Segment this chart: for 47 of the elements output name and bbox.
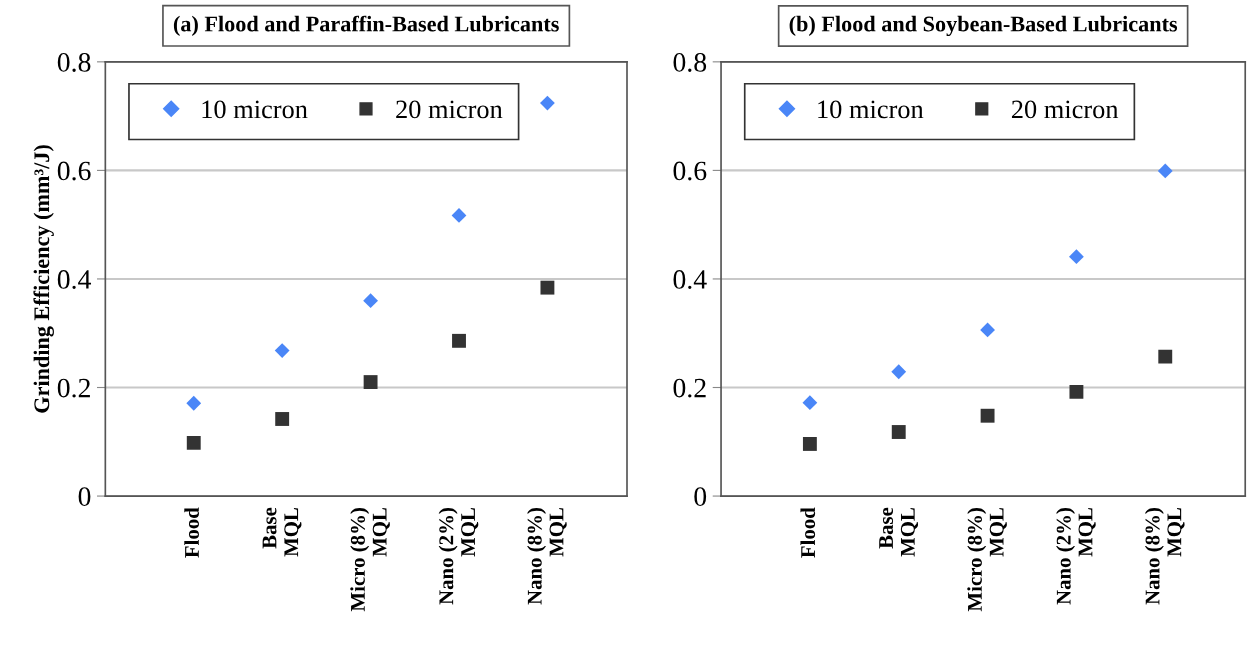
point xyxy=(891,364,907,380)
point xyxy=(802,395,818,411)
point xyxy=(980,322,995,338)
point xyxy=(363,293,378,309)
point xyxy=(1157,163,1173,179)
point xyxy=(1069,384,1084,399)
y-tick-label: 0 xyxy=(694,487,707,506)
point xyxy=(186,435,201,450)
legend-label: 20 micron xyxy=(396,100,503,119)
x-tick-label: Nano (2%) MQL xyxy=(438,508,479,605)
chart-title: (b) Flood and Soybean-Based Lubricants xyxy=(789,15,1178,37)
point xyxy=(802,437,817,451)
point xyxy=(452,333,466,348)
x-tick-label: Micro (8%) MQL xyxy=(350,508,390,612)
point xyxy=(891,425,906,439)
point xyxy=(186,395,202,411)
legend-label: 10 micron xyxy=(202,100,308,119)
y-tick-label: 0.2 xyxy=(673,378,706,398)
legend-label: 10 micron xyxy=(818,100,924,119)
y-tick-label: 0.8 xyxy=(673,53,707,72)
x-tick-label: Base MQL xyxy=(262,507,302,557)
y-tick-label: 0.4 xyxy=(673,270,707,289)
y-tick-label: 0.8 xyxy=(57,53,91,72)
y-tick-label: 0 xyxy=(78,487,91,506)
point xyxy=(980,408,995,423)
point xyxy=(451,208,467,223)
x-tick-label: Micro (8%) MQL xyxy=(967,508,1007,612)
chart-title: (a) Flood and Paraffin-Based Lubricants xyxy=(173,15,559,37)
point xyxy=(363,375,378,390)
point xyxy=(540,95,555,111)
y-tick-label: 0.6 xyxy=(57,161,91,181)
point xyxy=(1158,349,1173,364)
y-axis-title: Grinding Efficiency (mm³/J) xyxy=(33,145,54,413)
y-tick-label: 0.6 xyxy=(673,161,707,181)
point xyxy=(274,343,290,358)
point xyxy=(1069,249,1084,265)
x-tick-label: Nano (8%) MQL xyxy=(527,508,567,605)
legend-label: 20 micron xyxy=(1011,100,1119,119)
x-tick-label: Nano (2%) MQL xyxy=(1056,508,1096,605)
point xyxy=(540,280,555,295)
x-tick-label: Base MQL xyxy=(879,507,919,557)
x-tick-label: Flood xyxy=(800,507,816,558)
x-tick-label: Nano (8%) MQL xyxy=(1144,508,1185,605)
y-tick-label: 0.2 xyxy=(57,378,90,398)
x-tick-label: Flood xyxy=(184,507,199,558)
y-tick-label: 0.4 xyxy=(57,270,92,289)
point xyxy=(275,412,290,426)
